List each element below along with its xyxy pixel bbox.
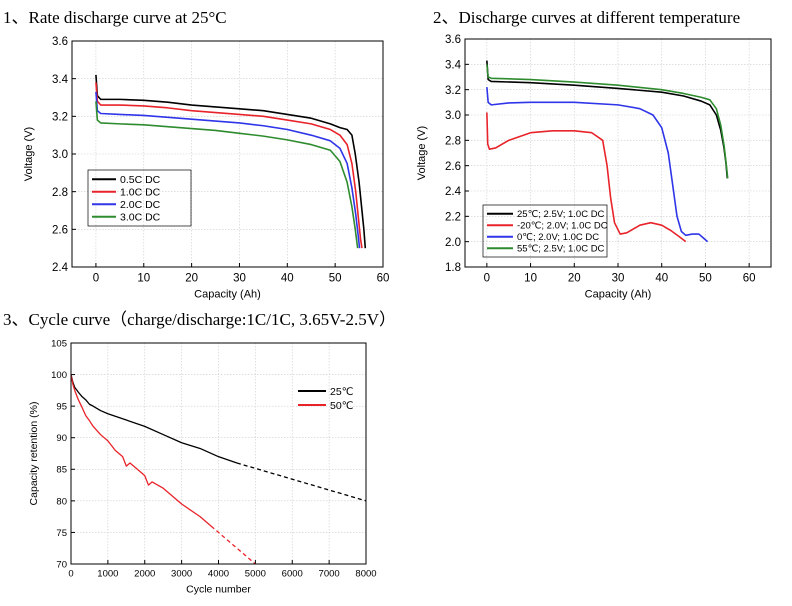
chart1-series-line-0 [95,74,367,249]
chart1-y-tick-label: 3.0 [52,149,68,161]
chart1-y-tick-label: 2.4 [52,262,69,274]
chart3-x-tick-label: 6000 [282,569,303,580]
chart3-x-tick-label: 1000 [97,569,118,580]
chart2-series-line-1 [486,112,687,243]
chart2-legend-box [482,204,608,258]
chart3-x-tick-label: 2000 [134,569,155,580]
chart2-y-tick-label: 3.4 [445,59,462,71]
chart2-y-tick-label: 2.2 [445,211,461,223]
chart2-x-tick-label: 40 [655,273,668,285]
chart1-x-tick-label: 0 [93,273,99,285]
chart3-x-tick-label: 3000 [171,569,192,580]
chart2-legend-label: 0℃; 2.0V; 1.0C DC [517,232,599,243]
chart2-y-tick-label: 2.6 [445,161,461,173]
chart1-plot-frame [71,40,384,268]
chart1-heading: 1、Rate discharge curve at 25°C [3,8,227,27]
chart1-y-tick-label: 3.4 [52,74,69,86]
chart2-x-tick-label: 10 [524,273,537,285]
chart3-x-axis-label: Cycle number [186,584,251,596]
chart1-y-tick-label: 3.6 [52,36,68,48]
chart2-legend-label: 25℃; 2.5V; 1.0C DC [517,209,605,220]
chart2-plot-frame [464,38,772,268]
chart2-series-line-3 [486,64,729,179]
chart3-x-tick-label: 5000 [245,569,266,580]
chart2-y-tick-label: 3.2 [445,85,461,97]
chart1-series-line-3 [95,101,359,249]
chart3-series-line-3 [210,525,256,564]
chart2-series-line-2 [486,87,709,243]
chart3-y-tick-label: 75 [56,528,67,539]
chart3-legend-label: 50℃ [330,400,353,412]
chart1-x-tick-label: 60 [377,273,390,285]
chart1-legend-box [87,169,192,227]
chart3-y-tick-label: 90 [56,433,67,444]
chart3-y-tick-label: 95 [56,402,67,413]
chart2-y-tick-label: 2.0 [445,237,461,249]
chart3-y-tick-label: 105 [51,338,67,349]
chart2-y-tick-label: 1.8 [445,262,461,274]
chart2-legend-label: -20℃; 2.0V; 1.0C DC [517,221,608,232]
chart1-x-tick-label: 10 [137,273,150,285]
chart3-series-line-1 [236,462,366,502]
chart1-y-axis-label: Voltage (V) [23,127,35,181]
chart1-series-line-1 [95,82,363,249]
chart2-x-tick-label: 20 [568,273,581,285]
chart1-x-tick-label: 30 [233,273,246,285]
chart2-x-tick-label: 0 [484,273,490,285]
chart1-y-tick-label: 2.6 [52,224,68,236]
chart3-x-tick-label: 7000 [319,569,340,580]
chart2-x-tick-label: 60 [743,273,756,285]
chart2-y-tick-label: 2.8 [445,135,461,147]
chart1-y-tick-label: 2.8 [52,187,68,199]
chart2-x-tick-label: 30 [612,273,625,285]
chart1-legend-label: 2.0C DC [120,199,161,211]
chart2-y-tick-label: 3.6 [445,34,461,46]
chart3-y-tick-label: 100 [51,370,67,381]
chart3-series-line-0 [71,374,238,464]
chart1-legend-label: 3.0C DC [120,212,161,224]
chart3-legend-label: 25℃ [330,386,353,398]
chart1-x-axis-label: Capacity (Ah) [194,289,261,301]
chart2-heading: 2、Discharge curves at different temperat… [433,8,741,27]
chart1-legend-label: 0.5C DC [120,174,161,186]
chart1-y-tick-label: 3.2 [52,111,68,123]
chart2-legend-label: 55℃; 2.5V; 1.0C DC [517,244,605,255]
chart2-y-tick-label: 3.0 [445,110,461,122]
chart3-y-axis-label: Capacity retention (%) [28,402,40,506]
chart2-y-tick-label: 2.4 [445,186,462,198]
chart1-series-line-2 [95,91,361,249]
chart2-x-tick-label: 50 [699,273,712,285]
chart1-legend-label: 1.0C DC [120,187,161,199]
chart3-plot-frame [70,342,367,565]
chart2-x-axis-label: Capacity (Ah) [585,289,652,301]
chart3-heading: 3、Cycle curve（charge/discharge:1C/1C, 3.… [3,310,396,329]
chart1-x-tick-label: 20 [185,273,198,285]
chart3-y-tick-label: 70 [56,559,67,570]
chart3-x-tick-label: 0 [68,569,73,580]
chart3-y-tick-label: 85 [56,465,67,476]
chart1-x-tick-label: 40 [281,273,294,285]
chart3-x-tick-label: 4000 [208,569,229,580]
chart1-x-tick-label: 50 [329,273,342,285]
chart3-series-line-2 [71,374,212,527]
chart3-y-tick-label: 80 [56,496,67,507]
chart3-x-tick-label: 8000 [355,569,376,580]
chart2-y-axis-label: Voltage (V) [416,126,428,180]
